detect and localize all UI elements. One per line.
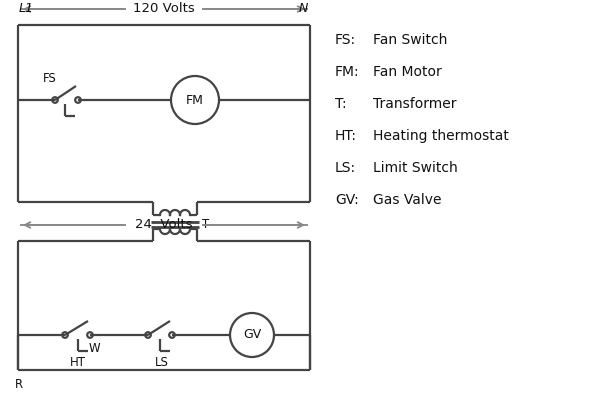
Text: 24  Volts: 24 Volts <box>135 218 193 232</box>
Text: GV: GV <box>243 328 261 342</box>
Text: T: T <box>202 218 209 231</box>
Text: R: R <box>15 378 23 390</box>
Text: Limit Switch: Limit Switch <box>373 161 458 175</box>
Text: HT:: HT: <box>335 129 357 143</box>
Text: GV:: GV: <box>335 193 359 207</box>
Text: Gas Valve: Gas Valve <box>373 193 441 207</box>
Text: Fan Switch: Fan Switch <box>373 33 447 47</box>
Text: T:: T: <box>335 97 347 111</box>
Text: HT: HT <box>70 356 86 370</box>
Text: FM: FM <box>186 94 204 106</box>
Text: N: N <box>299 2 308 15</box>
Text: Heating thermostat: Heating thermostat <box>373 129 509 143</box>
Text: Fan Motor: Fan Motor <box>373 65 442 79</box>
Text: Transformer: Transformer <box>373 97 457 111</box>
Text: FS: FS <box>43 72 57 84</box>
Text: FM:: FM: <box>335 65 360 79</box>
Text: LS:: LS: <box>335 161 356 175</box>
Text: LS: LS <box>155 356 169 370</box>
Text: 120 Volts: 120 Volts <box>133 2 195 16</box>
Text: FS:: FS: <box>335 33 356 47</box>
Text: L1: L1 <box>19 2 34 15</box>
Text: W: W <box>88 342 100 356</box>
